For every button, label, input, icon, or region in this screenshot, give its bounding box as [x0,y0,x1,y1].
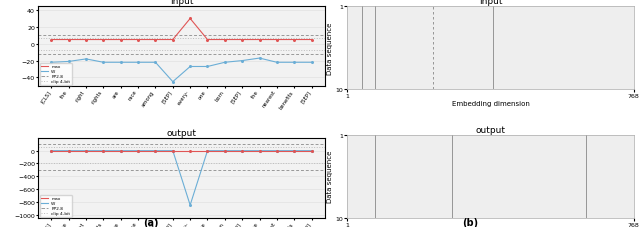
Text: (a): (a) [143,217,158,227]
Legend: max, W, FP2.8, clip 4-bit: max, W, FP2.8, clip 4-bit [40,64,72,85]
Text: (b): (b) [462,217,479,227]
Title: input: input [479,0,502,6]
Title: input: input [170,0,193,6]
Title: output: output [476,125,506,134]
X-axis label: Embedding dimension: Embedding dimension [452,100,529,106]
Y-axis label: Data sequence: Data sequence [327,151,333,203]
Y-axis label: Data sequence: Data sequence [327,22,333,74]
Title: output: output [166,128,196,138]
Legend: max, W, FP2.8, clip 4-bit: max, W, FP2.8, clip 4-bit [40,195,72,217]
